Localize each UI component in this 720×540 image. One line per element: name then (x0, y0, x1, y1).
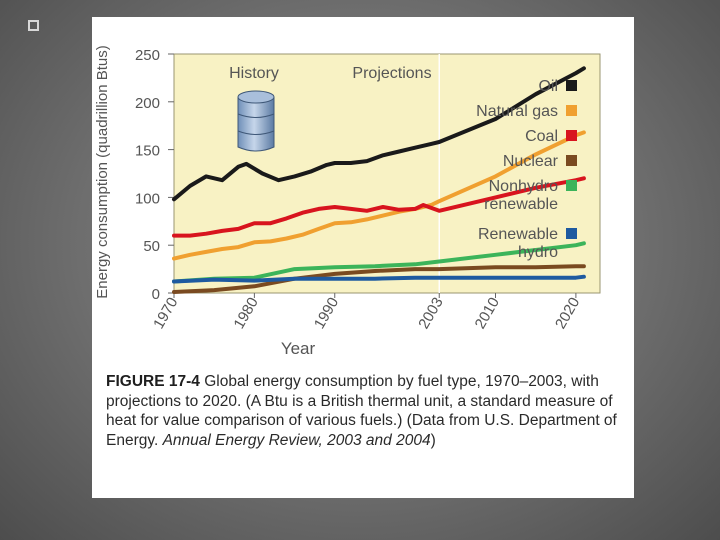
figure-caption: FIGURE 17-4 Global energy consumption by… (106, 372, 626, 450)
y-tick-label: 150 (135, 143, 160, 160)
x-tick-label: 2020 (552, 295, 583, 332)
legend-swatch-coal (566, 130, 577, 141)
legend-swatch-nonhydro-renewable (566, 180, 577, 191)
caption-text: Global energy consumption by fuel type, … (106, 373, 617, 449)
legend-label-renewable-hydro: hydro (518, 244, 558, 261)
annotation-projections: Projections (352, 65, 431, 82)
y-tick-label: 250 (135, 47, 160, 64)
x-tick-label: 1990 (311, 295, 342, 332)
x-tick-label: 1980 (230, 295, 261, 332)
legend-swatch-oil (566, 80, 577, 91)
legend-swatch-nuclear (566, 155, 577, 166)
y-tick-label: 50 (143, 238, 160, 255)
caption-close: ) (430, 431, 436, 449)
oil-barrel-icon (237, 90, 275, 152)
legend-label-nonhydro-renewable: Nonhydro (489, 178, 558, 195)
legend-label-nuclear: Nuclear (503, 153, 559, 170)
x-axis-title: Year (281, 339, 316, 357)
y-tick-label: 0 (152, 286, 160, 303)
series-line-renewable-hydro (172, 274, 586, 284)
series-line-nonhydro-renewable (172, 241, 586, 284)
annotation-history: History (229, 65, 279, 82)
caption-source: Annual Energy Review, 2003 and 2004 (162, 431, 431, 449)
legend-label-nonhydro-renewable: renewable (484, 196, 558, 213)
figure-label: FIGURE 17-4 (106, 373, 200, 390)
legend-label-renewable-hydro: Renewable (478, 226, 558, 243)
series-line-coal (172, 176, 586, 238)
legend-label-oil: Oil (538, 78, 558, 95)
legend-label-coal: Coal (525, 128, 558, 145)
legend-swatch-natural-gas (566, 105, 577, 116)
slide-bullet-icon (28, 20, 39, 31)
y-tick-label: 200 (135, 95, 160, 112)
legend-swatch-renewable-hydro (566, 228, 577, 239)
x-tick-label: 2010 (472, 295, 503, 332)
y-tick-label: 100 (135, 190, 160, 207)
legend-label-natural-gas: Natural gas (476, 103, 558, 120)
x-tick-label: 2003 (415, 295, 446, 332)
series-line-oil (172, 66, 586, 202)
series-line-natural-gas (172, 130, 586, 261)
series-line-nuclear (172, 264, 586, 294)
